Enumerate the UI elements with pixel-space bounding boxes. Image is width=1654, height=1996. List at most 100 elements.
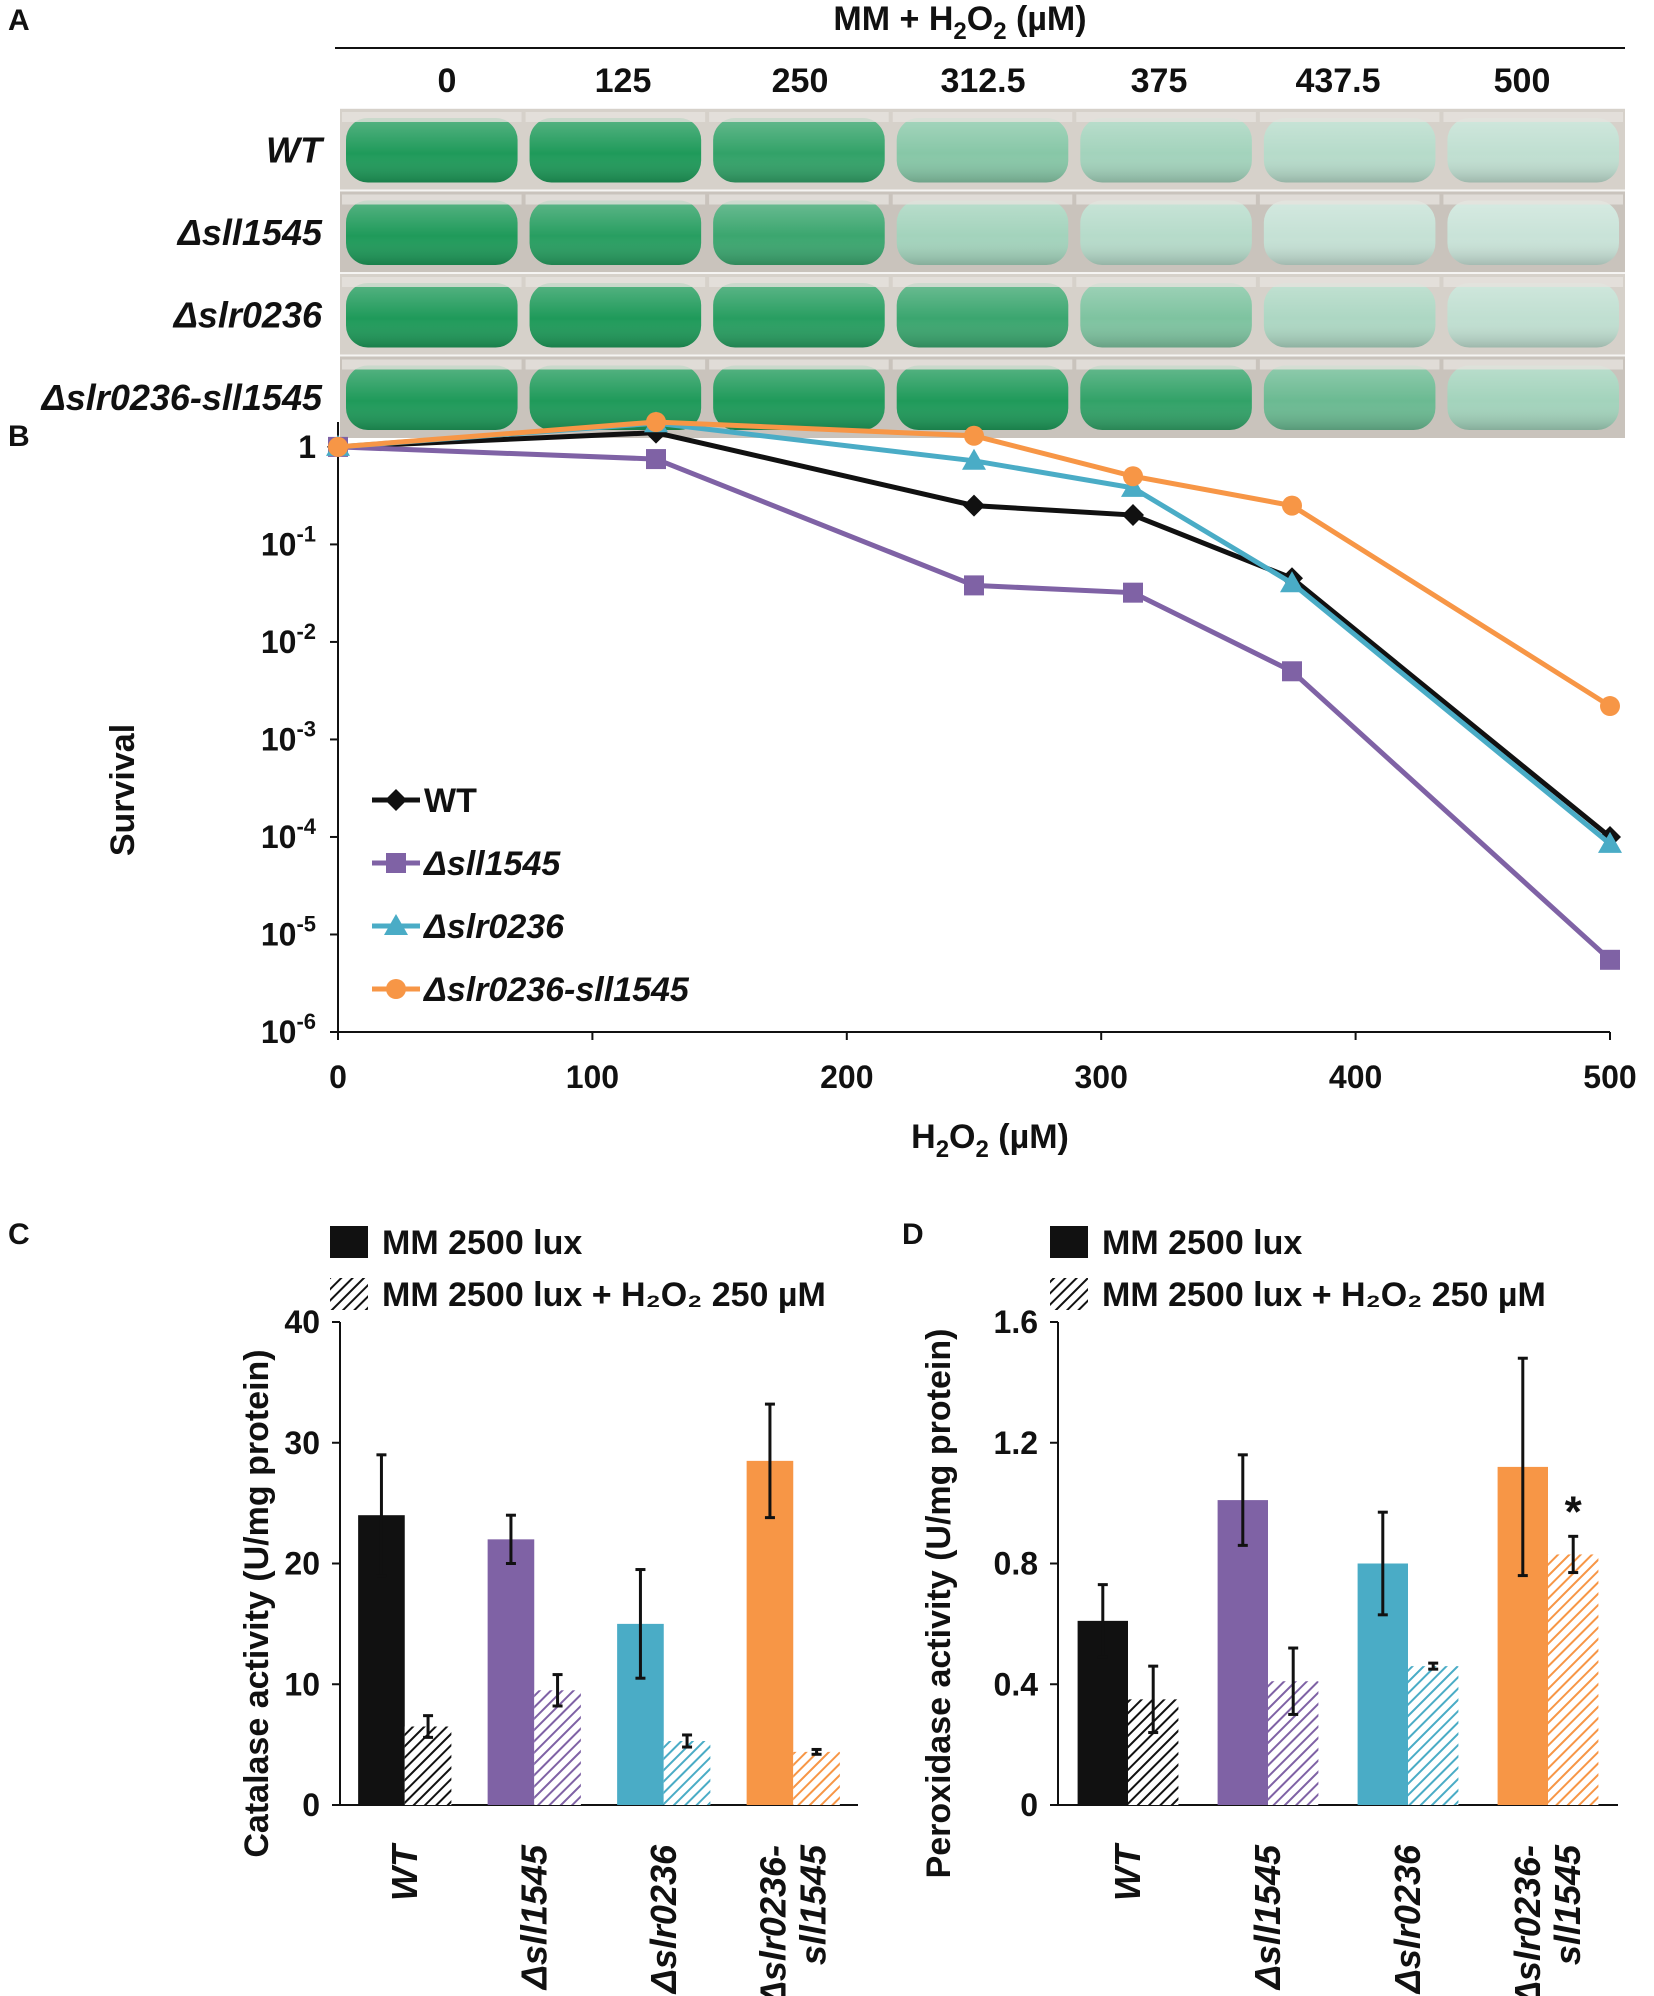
y-tick-label: 0.4 [994,1666,1039,1702]
panel-a-strain-labels: WT Δsll1545 Δslr0236 Δslr0236-sll1545 [40,129,325,418]
x-tick-label: 100 [566,1059,619,1095]
series-diamond [327,421,1621,848]
bar [663,1741,711,1805]
y-tick-label: 1.6 [994,1304,1038,1340]
flask-rim [892,359,1073,370]
flask-rim [1076,277,1256,287]
y-tick-label: 1 [298,429,316,465]
panel-a-photo-grid [340,107,1625,438]
x-tick-label: 200 [820,1059,873,1095]
data-point [1282,495,1302,516]
flask-rim [342,194,522,205]
x-axis-title: H2O2 (µM) [911,1118,1069,1163]
legend-swatch-solid [330,1226,368,1258]
flask-rim [1443,277,1623,287]
y-axis-title: Survival [104,724,142,856]
flask-rim [525,277,706,287]
significance-star: * [1565,1487,1583,1536]
flask-shading [713,200,885,265]
bar [793,1751,840,1805]
flask-rim [1259,194,1440,205]
y-tick-label: 0 [302,1787,320,1823]
flask-shading [529,200,702,265]
flask-shading [1263,365,1436,430]
bar [1217,1500,1268,1805]
flask-rim [1443,194,1623,205]
series-line [337,430,1612,839]
flask-shading [713,365,885,430]
concentration-label: 0 [438,62,457,100]
legend-label: Δsll1545 [422,845,561,883]
data-point [1600,696,1620,717]
panel-a-concentration-labels: 0 125 250 312.5 375 437.5 500 [438,62,1551,100]
concentration-label: 437.5 [1295,62,1380,100]
flask-shading [1447,365,1619,430]
legend-label: WT [424,782,477,820]
flask-shading [346,283,518,348]
y-axis-title: Peroxidase activity (U/mg protein) [920,1329,958,1879]
flask-rim [1076,194,1256,205]
photo-row [340,354,1625,438]
legend-swatch-hatched [1050,1278,1088,1310]
flask-rim [709,359,889,370]
flask-rim [1259,112,1440,122]
data-point [646,412,666,432]
data-point [646,449,666,470]
data-point [964,425,984,446]
data-point [1282,661,1302,682]
data-point [1123,466,1143,487]
category-label: sll1545 [792,1844,833,1965]
y-tick-label: 10-3 [261,716,316,757]
category-label: Δslr0236 [643,1844,684,1995]
series-line [337,444,1612,962]
category-label: sll1545 [1547,1844,1588,1965]
legend-marker [386,853,406,873]
flask-rim [525,359,706,370]
y-tick-label: 0 [1020,1787,1038,1823]
data-point [962,448,986,470]
flask-rim [709,112,889,122]
series-line [337,419,1612,709]
x-tick-label: 300 [1075,1059,1128,1095]
flask-rim [525,194,706,205]
flask-shading [1263,283,1436,348]
series-circle [328,412,1620,717]
strain-label: WT [266,129,325,170]
flask-rim [1076,112,1256,122]
flask-shading [529,118,702,183]
series-triangle [326,411,1622,853]
legend-swatch-solid [1050,1226,1088,1258]
strain-label: Δslr0236-sll1545 [40,377,323,418]
legend-label: Δslr0236-sll1545 [422,971,690,1009]
bar [1408,1666,1459,1805]
flask-shading [896,283,1069,348]
data-point [1600,949,1620,970]
bar [534,1690,581,1805]
flask-shading [346,200,518,265]
flask-rim [342,277,522,287]
flask-shading [1080,200,1252,265]
flask-rim [892,194,1073,205]
panel-d-peroxidase-chart: 0 0.4 0.8 1.2 1.6 Peroxidase activity (U/mg p… [920,1224,1618,1996]
concentration-label: 250 [772,62,829,100]
panel-a-flask-photo: MM + H2O2 (µM) 0 125 250 312.5 375 437.5 500 W… [40,0,1625,438]
data-point [1123,582,1143,603]
flask-rim [709,194,889,205]
y-axis-title: Catalase activity (U/mg protein) [238,1349,276,1857]
x-tick-label: 0 [329,1059,347,1095]
x-tick-label: 400 [1329,1059,1382,1095]
flask-shading [1447,283,1619,348]
flask-shading [529,283,702,348]
legend-swatch-hatched [330,1278,368,1310]
y-tick-label: 20 [284,1546,320,1582]
photo-row [340,189,1625,273]
flask-rim [892,112,1073,122]
panel-b-survival-chart: 1 10-1 10-2 10-3 10-4 10-5 10-6 0 100 200 300 400 50… [104,411,1637,1163]
category-label: Δsll1545 [1247,1844,1288,1991]
category-label: Δslr0236 [1387,1844,1428,1995]
x-tick-label: 500 [1583,1059,1636,1095]
flask-rim [1259,277,1440,287]
flask-shading [713,118,885,183]
